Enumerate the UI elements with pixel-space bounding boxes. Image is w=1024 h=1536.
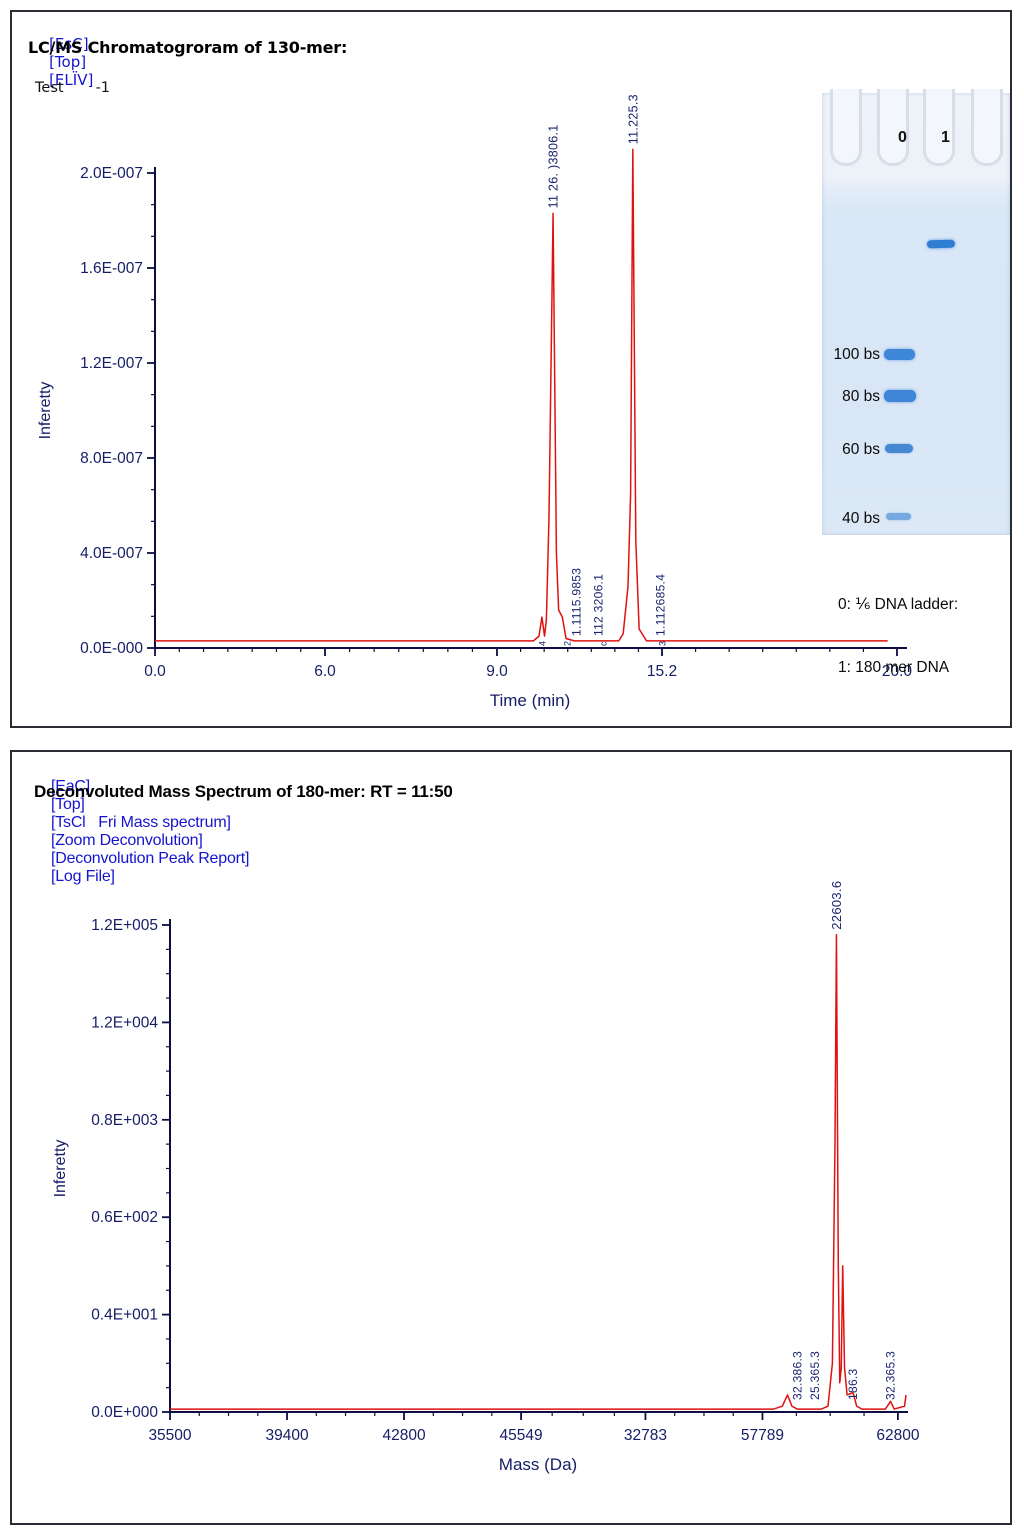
base-peak-label: 32.386.3 — [791, 1351, 805, 1400]
mass-spectrum-links: [EaC] [Top] [TsCl Fri Mass spectrum] [Zo… — [34, 760, 267, 904]
mass-spectrum-chart: 1.2E+005 1.2E+004 0.8E+003 0.6E+002 0.4E+001… — [52, 881, 920, 1474]
y-tick-label: 0.8E+003 — [91, 1112, 158, 1129]
y-tick-label: 4.0E-007 — [80, 545, 143, 562]
base-peak-label: 186.3 — [846, 1368, 860, 1400]
sample-row: Test -1 — [35, 80, 110, 96]
gel-lane-label-1: 1 — [941, 129, 950, 146]
gel-band-100bs — [884, 349, 915, 360]
x-tick-label: 15.2 — [647, 663, 677, 680]
base-peak-label: 32.365.3 — [883, 1351, 897, 1400]
x-tick-label: 57789 — [741, 1427, 784, 1444]
y-tick-label: 1.2E+005 — [91, 917, 158, 934]
link-esc[interactable]: [EsC] — [49, 35, 89, 53]
y-tick-label: 1.6E-007 — [80, 260, 143, 277]
gel-ladder-label-100bs: 100 bs — [833, 346, 880, 363]
gel-band-40bs — [886, 513, 911, 520]
gel-caption: 0: ⅙ DNA ladder: 1: 180 mer DNA — [838, 552, 958, 720]
link-top[interactable]: [Top] — [49, 53, 87, 71]
sample-value: -1 — [95, 80, 111, 96]
gel-lane-label-0: 0 — [898, 129, 907, 146]
x-tick-label: 35500 — [148, 1427, 191, 1444]
y-tick-label: 0.0E+000 — [91, 1404, 158, 1421]
chromatogram-title: LC/MS Chromatogroram of 130-mer: — [28, 38, 348, 57]
base-peak-marker: 4 — [537, 641, 547, 646]
gel-ladder-label-60bs: 60 bs — [842, 441, 880, 458]
chromatogram-chart: 2.0E-007 1.6E-007 1.2E-007 8.0E-007 4.0E-007… — [37, 94, 913, 710]
y-tick-label: 1.2E+004 — [91, 1014, 158, 1031]
gel-well-1 — [830, 89, 862, 166]
x-axis-title: Mass (Da) — [499, 1455, 577, 1474]
gel-caption-line-1: 0: ⅙ DNA ladder: — [838, 596, 959, 613]
gel-band-60bs — [885, 444, 913, 453]
x-tick-label: 32783 — [624, 1427, 667, 1444]
gel-caption-line-2: 1: 180 mer DNA — [838, 659, 950, 676]
link-top-2[interactable]: [Top] — [50, 796, 85, 813]
gel-image: 0 1 100 bs 80 bs 60 bs 40 bs — [822, 89, 1010, 535]
panel-mass-spectrum: 1.2E+005 1.2E+004 0.8E+003 0.6E+002 0.4E+001… — [10, 750, 1012, 1525]
gel-well-4 — [971, 89, 1003, 166]
y-axis-title: Inferetty — [37, 382, 54, 440]
x-tick-label: 42800 — [382, 1427, 425, 1444]
link-eac[interactable]: [EaC] — [50, 778, 91, 795]
gel-well-2 — [877, 89, 909, 166]
x-tick-label: 9.0 — [486, 663, 508, 680]
gel-ladder-label-80bs: 80 bs — [842, 388, 880, 405]
y-tick-label: 2.0E-007 — [80, 165, 143, 182]
base-peak-marker: 2 — [562, 641, 572, 646]
y-axis-title: Inferetty — [52, 1140, 69, 1198]
base-peak-marker: 3 — [658, 641, 668, 646]
y-tick-label: 0.6E+002 — [91, 1209, 158, 1226]
base-peak-marker: c — [599, 641, 609, 646]
link-zoom-deconvolution[interactable]: [Zoom Deconvolution] — [50, 832, 203, 849]
peak-label: 11 26. )3806.1 — [547, 124, 561, 208]
base-peak-label: 1.112685.4 — [653, 574, 667, 636]
chromatogram-links: [EsC] [Top] [ELÏV] — [30, 17, 111, 107]
base-peak-label: 1.1115.9853 — [570, 568, 584, 636]
x-tick-label: 20.0 — [882, 663, 913, 680]
base-peak-label: 25.365.3 — [808, 1351, 822, 1400]
trace — [170, 933, 907, 1410]
sample-label: Test — [35, 80, 64, 96]
x-tick-label: 62800 — [876, 1427, 919, 1444]
panel-chromatogram: 2.0E-007 1.6E-007 1.2E-007 8.0E-007 4.0E-007… — [10, 10, 1012, 728]
gel-band-sample — [926, 239, 956, 249]
mass-spectrum-title: Deconvoluted Mass Spectrum of 180-mer: R… — [34, 782, 453, 801]
link-deconvolution-peak-report[interactable]: [Deconvolution Peak Report] — [50, 850, 250, 867]
x-tick-label: 6.0 — [314, 663, 336, 680]
base-peak-label: 112 3206.1 — [591, 574, 605, 636]
x-tick-label: 0.0 — [144, 663, 166, 680]
x-tick-label: 39400 — [265, 1427, 308, 1444]
x-axis-title: Time (min) — [490, 691, 571, 710]
gel-ladder-label-40bs: 40 bs — [842, 510, 880, 527]
y-tick-label: 0.0E-000 — [80, 640, 143, 657]
gel-well-3 — [923, 89, 955, 166]
y-tick-label: 1.2E-007 — [80, 355, 143, 372]
link-eliv[interactable]: [ELÏV] — [49, 71, 94, 89]
trace — [155, 148, 888, 642]
gel-band-80bs — [884, 390, 916, 402]
y-tick-label: 8.0E-007 — [80, 450, 143, 467]
link-mass-spectrum[interactable]: [TsCl Fri Mass spectrum] — [50, 814, 231, 831]
x-tick-label: 45549 — [500, 1427, 543, 1444]
peak-label: 22603.6 — [829, 881, 844, 930]
peak-label: 11.225.3 — [626, 94, 640, 144]
link-log-file[interactable]: [Log File] — [50, 868, 115, 885]
y-tick-label: 0.4E+001 — [91, 1307, 158, 1324]
